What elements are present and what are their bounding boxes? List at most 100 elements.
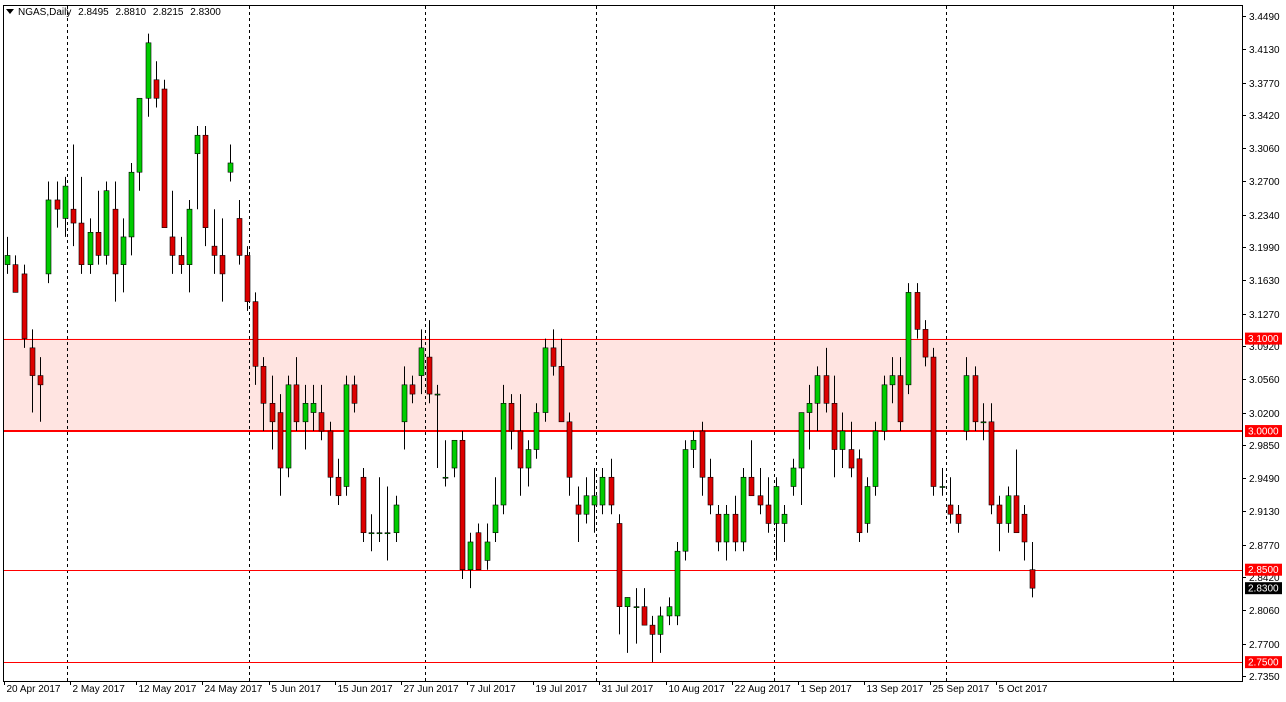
level-price-tag-label: 2.8500 xyxy=(1248,565,1279,576)
candle xyxy=(872,421,879,496)
bear-candle-body xyxy=(922,329,929,358)
candle xyxy=(169,190,176,274)
bear-candle-body xyxy=(732,513,739,543)
candle xyxy=(70,144,77,247)
bear-candle-body xyxy=(848,449,855,469)
bear-candle-body xyxy=(459,439,466,570)
candle xyxy=(409,375,416,404)
bull-candle-body xyxy=(1005,495,1012,524)
bear-candle-body xyxy=(748,476,755,497)
candle xyxy=(252,292,259,385)
candle xyxy=(302,384,309,450)
bear-candle-body xyxy=(765,504,772,524)
candle xyxy=(790,458,797,496)
candle xyxy=(707,458,714,515)
bull-candle-body xyxy=(194,134,201,155)
bull-candle-body xyxy=(872,430,879,487)
bear-candle-body xyxy=(475,532,482,570)
x-tick-label: 10 Aug 2017 xyxy=(669,684,726,695)
level-price-tag: 2.8500 xyxy=(1245,563,1282,576)
bull-candle-body xyxy=(145,42,152,99)
candle xyxy=(889,357,896,404)
y-tick-label: 2.9850 xyxy=(1249,441,1280,452)
x-tick-label: 19 Jul 2017 xyxy=(536,684,588,695)
bear-candle-body xyxy=(1021,513,1028,543)
bull-candle-body xyxy=(723,513,730,543)
bull-candle-body xyxy=(62,185,69,219)
bear-candle-body xyxy=(219,255,226,275)
bear-candle-body xyxy=(996,504,1003,524)
bull-candle-body xyxy=(484,541,491,561)
bear-candle-body xyxy=(699,430,706,478)
candle xyxy=(451,439,458,478)
candle xyxy=(475,523,482,570)
chart-frame xyxy=(3,5,1243,682)
x-tick-label: 31 Jul 2017 xyxy=(602,684,654,695)
candle xyxy=(674,541,681,626)
candle xyxy=(393,495,400,542)
candle xyxy=(897,357,904,432)
candle xyxy=(583,477,590,524)
candle xyxy=(376,477,383,542)
x-tick-label: 2 May 2017 xyxy=(73,684,126,695)
bear-candle-body xyxy=(715,513,722,543)
candle xyxy=(525,440,532,487)
candle xyxy=(335,458,342,505)
y-tick-label: 3.4490 xyxy=(1249,12,1280,23)
candle xyxy=(996,495,1003,552)
bear-candle-body xyxy=(550,347,557,367)
candle xyxy=(103,181,110,265)
x-tick-label: 5 Oct 2017 xyxy=(999,684,1048,695)
candle xyxy=(972,366,979,432)
candle xyxy=(244,246,251,311)
bear-candle-body xyxy=(95,232,102,256)
candle xyxy=(558,338,565,423)
collapse-triangle-icon[interactable] xyxy=(6,9,14,14)
candle xyxy=(351,375,358,413)
candle xyxy=(136,97,143,191)
bear-candle-body xyxy=(823,375,830,404)
bull-candle-body xyxy=(384,532,391,535)
bull-candle-body xyxy=(227,162,234,173)
candle xyxy=(930,347,937,496)
bull-candle-body xyxy=(542,347,549,413)
bull-candle-body xyxy=(740,476,747,543)
bear-candle-body xyxy=(236,218,243,256)
bull-candle-body xyxy=(418,347,425,376)
candle xyxy=(484,523,491,570)
y-tick-label: 2.9130 xyxy=(1249,507,1280,518)
candle xyxy=(434,384,441,469)
candle xyxy=(260,357,267,432)
candle xyxy=(95,190,102,265)
candle xyxy=(723,504,730,561)
candle xyxy=(831,375,838,478)
bear-candle-body xyxy=(29,347,36,376)
bear-candle-body xyxy=(202,134,209,228)
candle xyxy=(657,606,664,653)
ohlc-open: 2.8495 xyxy=(78,7,109,18)
y-tick-label: 3.2340 xyxy=(1249,211,1280,222)
bull-candle-body xyxy=(657,615,664,635)
x-tick-label: 15 Jun 2017 xyxy=(338,684,393,695)
bull-candle-body xyxy=(633,606,640,608)
candle xyxy=(211,209,218,274)
candle xyxy=(492,477,499,542)
bear-candle-body xyxy=(37,375,44,386)
candle xyxy=(848,421,855,478)
candle xyxy=(939,468,946,496)
bear-candle-body xyxy=(360,476,367,534)
bull-candle-body xyxy=(690,439,697,450)
candle xyxy=(922,320,929,367)
bear-candle-body xyxy=(616,523,623,607)
price-axis: 3.4490 3.4130 3.3770 3.3420 3.3060 3.2700 3.23… xyxy=(1242,12,1280,683)
level-price-tag: 3.0000 xyxy=(1245,425,1282,438)
bear-candle-body xyxy=(277,412,284,469)
candle xyxy=(442,440,449,487)
bull-candle-body xyxy=(773,486,780,524)
candle xyxy=(773,477,780,561)
candle xyxy=(269,375,276,450)
candle xyxy=(277,394,284,496)
bear-candle-body xyxy=(831,403,838,450)
